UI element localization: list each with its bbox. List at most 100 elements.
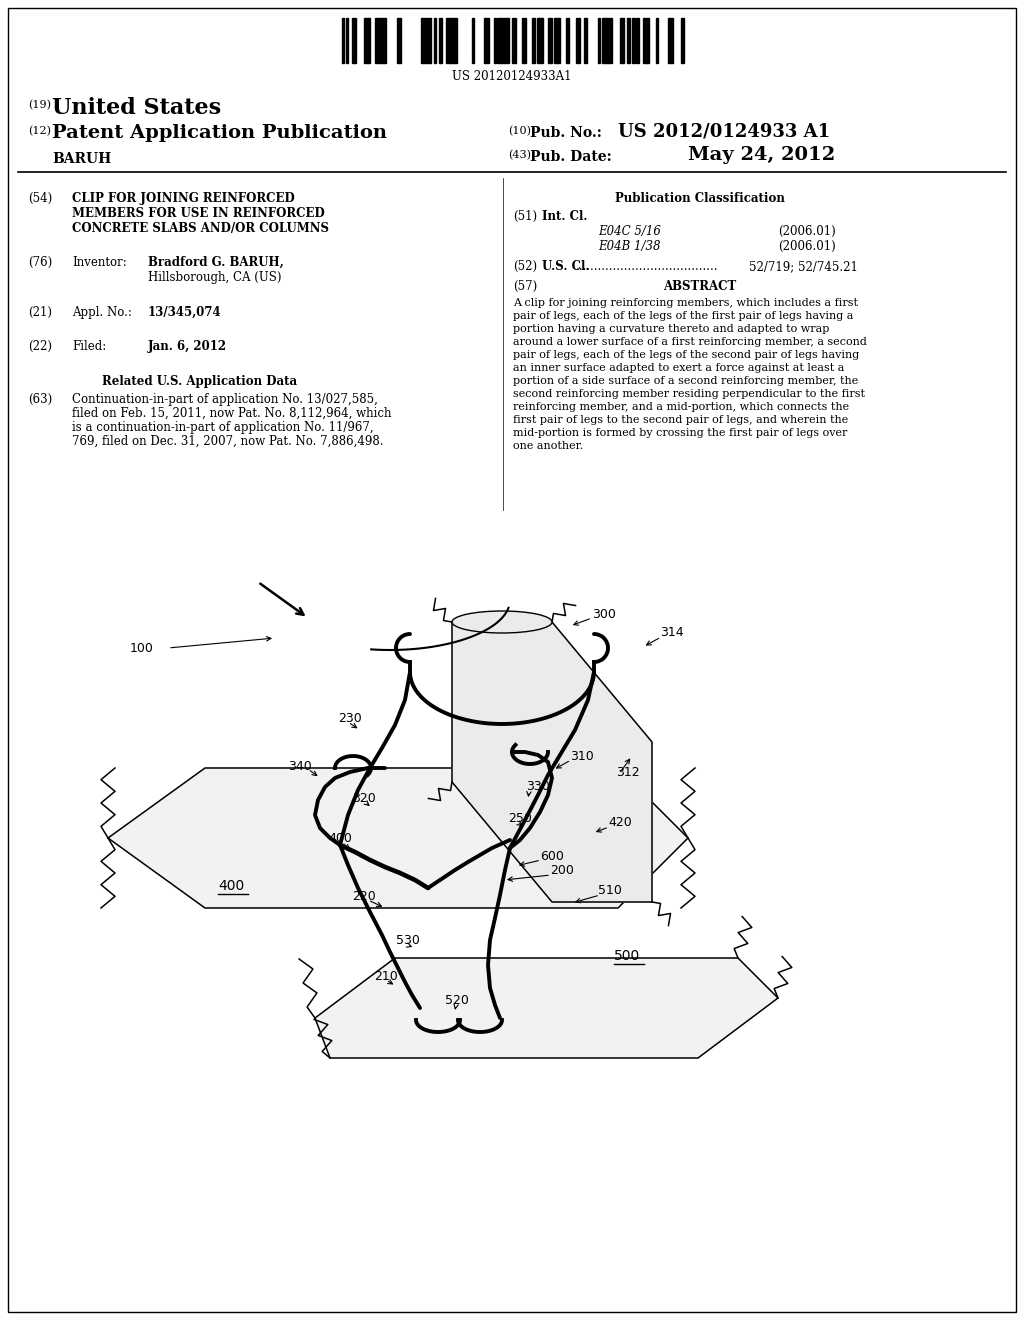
Text: Related U.S. Application Data: Related U.S. Application Data bbox=[102, 375, 298, 388]
Text: (21): (21) bbox=[28, 306, 52, 319]
Bar bbox=[647, 18, 649, 63]
Text: ......................................: ...................................... bbox=[575, 260, 719, 273]
Text: Publication Classification: Publication Classification bbox=[615, 191, 785, 205]
Text: ABSTRACT: ABSTRACT bbox=[664, 280, 736, 293]
Text: second reinforcing member residing perpendicular to the first: second reinforcing member residing perpe… bbox=[513, 389, 865, 399]
Text: Pub. No.:: Pub. No.: bbox=[530, 125, 602, 140]
Text: Bradford G. BARUH,: Bradford G. BARUH, bbox=[148, 256, 284, 269]
Text: 420: 420 bbox=[608, 817, 632, 829]
Bar bbox=[485, 18, 487, 63]
Text: Hillsborough, CA (US): Hillsborough, CA (US) bbox=[148, 271, 282, 284]
Text: pair of legs, each of the legs of the first pair of legs having a: pair of legs, each of the legs of the fi… bbox=[513, 312, 853, 321]
Bar bbox=[538, 18, 539, 63]
Bar bbox=[354, 18, 356, 63]
Bar bbox=[643, 18, 645, 63]
Text: (76): (76) bbox=[28, 256, 52, 269]
Bar bbox=[483, 18, 485, 63]
Bar bbox=[636, 18, 639, 63]
Text: (2006.01): (2006.01) bbox=[778, 240, 836, 253]
Ellipse shape bbox=[452, 611, 552, 634]
Bar bbox=[554, 18, 558, 63]
Bar bbox=[501, 18, 504, 63]
Text: (63): (63) bbox=[28, 393, 52, 407]
Bar bbox=[494, 18, 496, 63]
Bar bbox=[670, 18, 673, 63]
Text: 500: 500 bbox=[614, 949, 640, 964]
Polygon shape bbox=[452, 622, 652, 902]
Bar bbox=[627, 18, 631, 63]
Bar bbox=[365, 18, 366, 63]
Bar bbox=[601, 18, 605, 63]
Text: Appl. No.:: Appl. No.: bbox=[72, 306, 132, 319]
Bar bbox=[681, 18, 684, 63]
Bar bbox=[425, 18, 429, 63]
Text: (57): (57) bbox=[513, 280, 538, 293]
Text: MEMBERS FOR USE IN REINFORCED: MEMBERS FOR USE IN REINFORCED bbox=[72, 207, 325, 220]
Text: 220: 220 bbox=[352, 890, 376, 903]
Bar bbox=[472, 18, 473, 63]
Text: (22): (22) bbox=[28, 341, 52, 352]
Text: reinforcing member, and a mid-portion, which connects the: reinforcing member, and a mid-portion, w… bbox=[513, 403, 849, 412]
Text: 250: 250 bbox=[508, 812, 531, 825]
Text: 400: 400 bbox=[328, 832, 352, 845]
Bar bbox=[598, 18, 600, 63]
Text: E04B 1/38: E04B 1/38 bbox=[598, 240, 660, 253]
Text: 210: 210 bbox=[374, 969, 397, 982]
Text: 510: 510 bbox=[598, 884, 622, 898]
Text: 769, filed on Dec. 31, 2007, now Pat. No. 7,886,498.: 769, filed on Dec. 31, 2007, now Pat. No… bbox=[72, 436, 384, 447]
Text: 300: 300 bbox=[592, 607, 615, 620]
Bar bbox=[506, 18, 509, 63]
Bar bbox=[429, 18, 431, 63]
Text: an inner surface adapted to exert a force against at least a: an inner surface adapted to exert a forc… bbox=[513, 363, 845, 374]
Text: US 2012/0124933 A1: US 2012/0124933 A1 bbox=[618, 123, 830, 141]
Bar bbox=[522, 18, 526, 63]
Text: Continuation-in-part of application No. 13/027,585,: Continuation-in-part of application No. … bbox=[72, 393, 378, 407]
Bar bbox=[498, 18, 501, 63]
Bar bbox=[368, 18, 371, 63]
Bar bbox=[531, 18, 535, 63]
Bar bbox=[452, 18, 455, 63]
Bar bbox=[342, 18, 344, 63]
Text: Patent Application Publication: Patent Application Publication bbox=[52, 124, 387, 143]
Text: (52): (52) bbox=[513, 260, 538, 273]
Bar bbox=[375, 18, 378, 63]
Text: 600: 600 bbox=[540, 850, 564, 862]
Text: 13/345,074: 13/345,074 bbox=[148, 306, 221, 319]
Text: 400: 400 bbox=[218, 879, 245, 894]
Text: US 20120124933A1: US 20120124933A1 bbox=[453, 70, 571, 83]
Bar bbox=[449, 18, 452, 63]
Bar bbox=[548, 18, 551, 63]
Text: CLIP FOR JOINING REINFORCED: CLIP FOR JOINING REINFORCED bbox=[72, 191, 295, 205]
Text: portion having a curvature thereto and adapted to wrap: portion having a curvature thereto and a… bbox=[513, 323, 829, 334]
Text: 230: 230 bbox=[338, 711, 361, 725]
Text: Jan. 6, 2012: Jan. 6, 2012 bbox=[148, 341, 227, 352]
Bar bbox=[632, 18, 635, 63]
Bar bbox=[439, 18, 440, 63]
Bar bbox=[378, 18, 381, 63]
Bar bbox=[346, 18, 348, 63]
Bar bbox=[440, 18, 442, 63]
Text: Filed:: Filed: bbox=[72, 341, 106, 352]
Bar bbox=[566, 18, 569, 63]
Bar bbox=[584, 18, 588, 63]
Text: Inventor:: Inventor: bbox=[72, 256, 127, 269]
Bar bbox=[366, 18, 368, 63]
Text: portion of a side surface of a second reinforcing member, the: portion of a side surface of a second re… bbox=[513, 376, 858, 385]
Text: 310: 310 bbox=[570, 750, 594, 763]
Text: 52/719; 52/745.21: 52/719; 52/745.21 bbox=[750, 260, 858, 273]
Text: U.S. Cl.: U.S. Cl. bbox=[542, 260, 590, 273]
Bar bbox=[542, 18, 544, 63]
Polygon shape bbox=[108, 768, 688, 908]
Text: (2006.01): (2006.01) bbox=[778, 224, 836, 238]
Text: May 24, 2012: May 24, 2012 bbox=[688, 147, 836, 164]
Bar bbox=[656, 18, 657, 63]
Bar bbox=[512, 18, 516, 63]
Text: 520: 520 bbox=[445, 994, 469, 1007]
Bar bbox=[381, 18, 382, 63]
Bar bbox=[397, 18, 401, 63]
Text: (54): (54) bbox=[28, 191, 52, 205]
Text: is a continuation-in-part of application No. 11/967,: is a continuation-in-part of application… bbox=[72, 421, 374, 434]
Text: 340: 340 bbox=[288, 759, 311, 772]
Text: (51): (51) bbox=[513, 210, 538, 223]
Bar bbox=[504, 18, 506, 63]
